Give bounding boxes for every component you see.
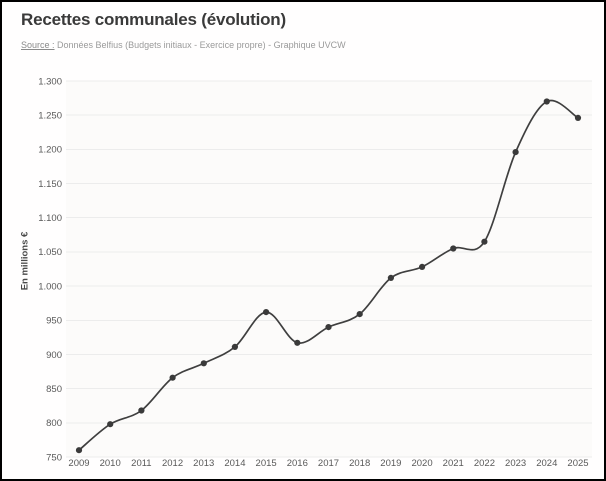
y-tick-label: 850	[46, 384, 62, 395]
data-point-2017[interactable]	[325, 324, 332, 331]
data-point-2013[interactable]	[200, 360, 207, 367]
y-tick-label: 1.050	[38, 247, 62, 258]
data-point-2011[interactable]	[138, 407, 145, 414]
data-point-2014[interactable]	[231, 343, 238, 350]
data-point-2019[interactable]	[387, 274, 394, 281]
x-tick-label: 2009	[68, 458, 89, 469]
plot-area	[66, 81, 592, 457]
x-tick-label: 2011	[131, 458, 151, 469]
y-tick-label: 1.000	[38, 281, 62, 292]
x-tick-label: 2015	[256, 458, 277, 469]
x-tick-label: 2022	[474, 458, 495, 469]
y-tick-label: 1.100	[38, 213, 62, 224]
data-point-2021[interactable]	[450, 245, 457, 252]
y-tick-label: 950	[46, 316, 62, 327]
source-text: Données Belfius (Budgets initiaux - Exer…	[54, 40, 346, 50]
x-tick-label: 2013	[193, 458, 214, 469]
y-tick-label: 800	[46, 418, 62, 429]
x-tick-label: 2017	[318, 458, 339, 469]
data-point-2012[interactable]	[169, 374, 176, 381]
x-tick-label: 2023	[505, 458, 526, 469]
x-tick-label: 2016	[287, 458, 308, 469]
y-tick-label: 1.150	[38, 179, 62, 190]
data-point-2024[interactable]	[543, 98, 550, 105]
x-tick-label: 2012	[162, 458, 183, 469]
source-link[interactable]: Source :	[21, 40, 55, 50]
x-tick-label: 2019	[380, 458, 401, 469]
x-tick-label: 2014	[224, 458, 245, 469]
y-tick-label: 750	[46, 452, 62, 463]
x-tick-label: 2021	[443, 458, 464, 469]
data-point-2015[interactable]	[263, 309, 270, 316]
y-tick-label: 1.200	[38, 145, 62, 156]
data-point-2022[interactable]	[481, 238, 488, 245]
y-tick-label: 1.300	[38, 76, 62, 87]
x-tick-label: 2010	[100, 458, 121, 469]
data-point-2023[interactable]	[512, 149, 519, 156]
data-point-2020[interactable]	[419, 263, 426, 270]
chart-title: Recettes communales (évolution)	[21, 10, 286, 29]
y-tick-label: 1.250	[38, 110, 62, 121]
x-tick-label: 2025	[567, 458, 588, 469]
data-point-2018[interactable]	[356, 311, 363, 318]
source-line: Source : Données Belfius (Budgets initia…	[21, 40, 346, 50]
x-tick-label: 2018	[349, 458, 370, 469]
data-point-2010[interactable]	[107, 421, 114, 428]
data-point-2025[interactable]	[574, 114, 582, 121]
x-tick-label: 2024	[536, 458, 557, 469]
x-tick-label: 2020	[411, 458, 432, 469]
data-point-2009[interactable]	[75, 447, 83, 454]
data-point-2016[interactable]	[294, 339, 301, 346]
y-tick-label: 900	[46, 350, 62, 361]
